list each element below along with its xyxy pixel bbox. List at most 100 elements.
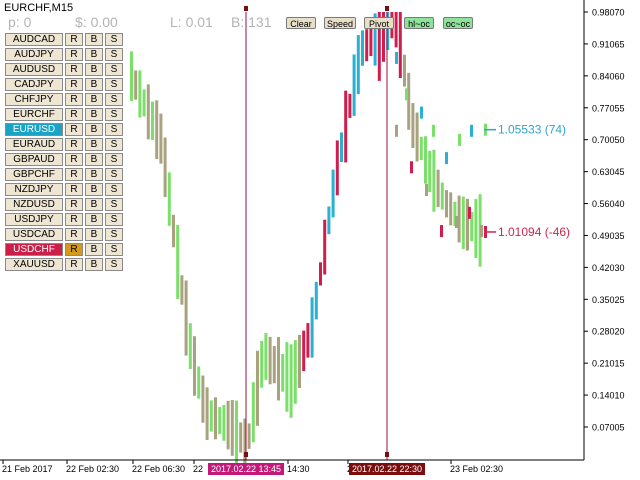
symbol-r-button[interactable]: R xyxy=(65,78,83,91)
symbol-s-button[interactable]: S xyxy=(105,243,123,256)
symbol-button-usdjpy[interactable]: USDJPY xyxy=(5,213,63,226)
symbol-r-button[interactable]: R xyxy=(65,108,83,121)
symbol-r-button[interactable]: R xyxy=(65,153,83,166)
symbol-r-button[interactable]: R xyxy=(65,213,83,226)
symbol-button-audusd[interactable]: AUDUSD xyxy=(5,63,63,76)
toolbar-button-hl-oc[interactable]: hl~oc xyxy=(404,17,434,29)
price-tick-label: 0.14010 xyxy=(592,391,625,401)
symbol-r-button[interactable]: R xyxy=(65,63,83,76)
price-tick-label: 0.91065 xyxy=(592,39,625,49)
symbol-s-button[interactable]: S xyxy=(105,108,123,121)
symbol-s-button[interactable]: S xyxy=(105,213,123,226)
symbol-button-nzdusd[interactable]: NZDUSD xyxy=(5,198,63,211)
symbol-button-eurchf[interactable]: EURCHF xyxy=(5,108,63,121)
stat-lot: L: 0.01 xyxy=(170,14,213,30)
symbol-b-button[interactable]: B xyxy=(85,108,103,121)
symbol-s-button[interactable]: S xyxy=(105,33,123,46)
price-tick-label: 0.84060 xyxy=(592,71,625,81)
price-tick-label: 0.49035 xyxy=(592,231,625,241)
price-tick-label: 0.98070 xyxy=(592,8,625,18)
toolbar-button-pivot[interactable]: Pivot xyxy=(364,17,394,29)
symbol-b-button[interactable]: B xyxy=(85,153,103,166)
symbol-r-button[interactable]: R xyxy=(65,198,83,211)
marker-handle[interactable] xyxy=(385,452,389,457)
time-markers: 2017.02.22 13:45 2017.02.22 22:30 xyxy=(208,463,425,475)
symbol-r-button[interactable]: R xyxy=(65,33,83,46)
symbol-button-gbpaud[interactable]: GBPAUD xyxy=(5,153,63,166)
candle-bars xyxy=(130,12,487,466)
series-labels: 1.05533 (74) 1.01094 (-46) xyxy=(484,123,570,239)
symbol-button-usdcad[interactable]: USDCAD xyxy=(5,228,63,241)
symbol-b-button[interactable]: B xyxy=(85,93,103,106)
time-axis: 21 Feb 2017 22 Feb 02:30 22 Feb 06:30 22 14:… xyxy=(0,459,584,474)
symbol-b-button[interactable]: B xyxy=(85,198,103,211)
symbol-r-button[interactable]: R xyxy=(65,48,83,61)
symbol-button-audcad[interactable]: AUDCAD xyxy=(5,33,63,46)
price-tick-label: 0.70050 xyxy=(592,135,625,145)
price-tick-label: 0.56040 xyxy=(592,199,625,209)
symbol-r-button[interactable]: R xyxy=(65,93,83,106)
symbol-b-button[interactable]: B xyxy=(85,48,103,61)
toolbar-button-oc-oc[interactable]: oc~oc xyxy=(443,17,473,29)
symbol-r-button[interactable]: R xyxy=(65,258,83,271)
symbol-r-button[interactable]: R xyxy=(65,243,83,256)
price-tick-label: 0.35025 xyxy=(592,295,625,305)
symbol-s-button[interactable]: S xyxy=(105,198,123,211)
symbol-button-chfjpy[interactable]: CHFJPY xyxy=(5,93,63,106)
symbol-button-xauusd[interactable]: XAUUSD xyxy=(5,258,63,271)
symbol-r-button[interactable]: R xyxy=(65,138,83,151)
price-tick-label: 0.42030 xyxy=(592,263,625,273)
symbol-s-button[interactable]: S xyxy=(105,93,123,106)
marker-handle[interactable] xyxy=(244,452,248,457)
toolbar-button-speed[interactable]: Speed xyxy=(324,17,356,29)
symbol-b-button[interactable]: B xyxy=(85,63,103,76)
marker-handle[interactable] xyxy=(385,6,389,11)
symbol-b-button[interactable]: B xyxy=(85,183,103,196)
symbol-s-button[interactable]: S xyxy=(105,78,123,91)
symbol-b-button[interactable]: B xyxy=(85,78,103,91)
symbol-r-button[interactable]: R xyxy=(65,123,83,136)
symbol-s-button[interactable]: S xyxy=(105,138,123,151)
symbol-button-audjpy[interactable]: AUDJPY xyxy=(5,48,63,61)
symbol-button-cadjpy[interactable]: CADJPY xyxy=(5,78,63,91)
time-marker-label: 2017.02.22 22:30 xyxy=(352,464,422,474)
symbol-b-button[interactable]: B xyxy=(85,228,103,241)
toolbar-button-clear[interactable]: Clear xyxy=(286,17,316,29)
symbol-button-gbpchf[interactable]: GBPCHF xyxy=(5,168,63,181)
symbol-r-button[interactable]: R xyxy=(65,168,83,181)
time-marker-box xyxy=(349,463,425,475)
vertical-marker-lines[interactable] xyxy=(244,6,389,460)
symbol-b-button[interactable]: B xyxy=(85,258,103,271)
symbol-b-button[interactable]: B xyxy=(85,168,103,181)
chart-title: EURCHF,M15 xyxy=(4,2,74,14)
symbol-b-button[interactable]: B xyxy=(85,243,103,256)
price-axis: 0.98070 0.91065 0.84060 0.77055 0.70050 0.630… xyxy=(583,0,625,460)
time-tick-label: 23 Feb 02:30 xyxy=(450,464,503,474)
marker-handle[interactable] xyxy=(244,6,248,11)
price-tick-label: 0.07005 xyxy=(592,423,625,433)
symbol-b-button[interactable]: B xyxy=(85,33,103,46)
time-tick-label: 14:30 xyxy=(287,464,310,474)
symbol-button-usdchf[interactable]: USDCHF xyxy=(5,243,63,256)
symbol-button-euraud[interactable]: EURAUD xyxy=(5,138,63,151)
symbol-s-button[interactable]: S xyxy=(105,153,123,166)
symbol-r-button[interactable]: R xyxy=(65,228,83,241)
stat-dollar: $: 0.00 xyxy=(75,14,118,30)
symbol-b-button[interactable]: B xyxy=(85,123,103,136)
symbol-s-button[interactable]: S xyxy=(105,258,123,271)
symbol-r-button[interactable]: R xyxy=(65,183,83,196)
symbol-s-button[interactable]: S xyxy=(105,48,123,61)
symbol-button-nzdjpy[interactable]: NZDJPY xyxy=(5,183,63,196)
symbol-s-button[interactable]: S xyxy=(105,123,123,136)
symbol-b-button[interactable]: B xyxy=(85,138,103,151)
symbol-s-button[interactable]: S xyxy=(105,168,123,181)
symbol-button-eurusd[interactable]: EURUSD xyxy=(5,123,63,136)
price-tick-label: 0.63045 xyxy=(592,167,625,177)
symbol-s-button[interactable]: S xyxy=(105,63,123,76)
symbol-s-button[interactable]: S xyxy=(105,183,123,196)
series-value-label: 1.05533 (74) xyxy=(498,123,566,137)
series-value-label: 1.01094 (-46) xyxy=(498,225,570,239)
symbol-b-button[interactable]: B xyxy=(85,213,103,226)
symbol-s-button[interactable]: S xyxy=(105,228,123,241)
